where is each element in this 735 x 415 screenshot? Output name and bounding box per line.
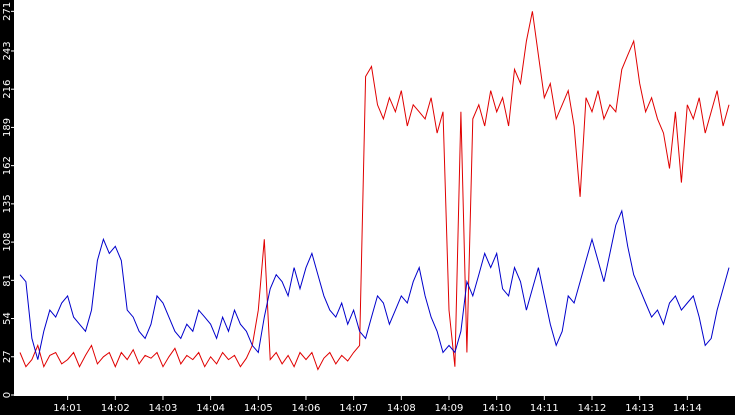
y-tick-label: 0 xyxy=(2,392,13,398)
x-tick-label: 14:02 xyxy=(101,403,130,414)
x-tick-label: 14:11 xyxy=(530,403,559,414)
x-tick-label: 14:10 xyxy=(482,403,511,414)
x-tick-label: 14:03 xyxy=(149,403,178,414)
x-axis-strip xyxy=(0,396,735,415)
y-tick-label: 243 xyxy=(2,41,13,60)
x-tick-label: 14:05 xyxy=(244,403,273,414)
y-tick-label: 81 xyxy=(2,274,13,287)
series-line xyxy=(19,209,730,360)
x-tick-label: 14:01 xyxy=(53,403,82,414)
y-tick-label: 162 xyxy=(2,156,13,175)
x-tick-label: 14:08 xyxy=(387,403,416,414)
y-tick-label: 189 xyxy=(2,118,13,137)
x-tick-label: 14:04 xyxy=(196,403,225,414)
y-tick-label: 216 xyxy=(2,80,13,99)
x-tick-label: 14:14 xyxy=(673,403,702,414)
series-line xyxy=(19,11,730,371)
y-tick-label: 271 xyxy=(2,2,13,21)
y-axis-strip xyxy=(0,0,14,415)
x-tick-label: 14:06 xyxy=(292,403,321,414)
x-tick-label: 14:09 xyxy=(435,403,464,414)
x-tick-label: 14:13 xyxy=(625,403,654,414)
y-tick-label: 54 xyxy=(2,312,13,325)
y-tick-label: 108 xyxy=(2,233,13,252)
x-tick-label: 14:07 xyxy=(339,403,368,414)
x-tick-label: 14:12 xyxy=(578,403,607,414)
y-tick-label: 135 xyxy=(2,194,13,213)
y-tick-label: 27 xyxy=(2,350,13,363)
